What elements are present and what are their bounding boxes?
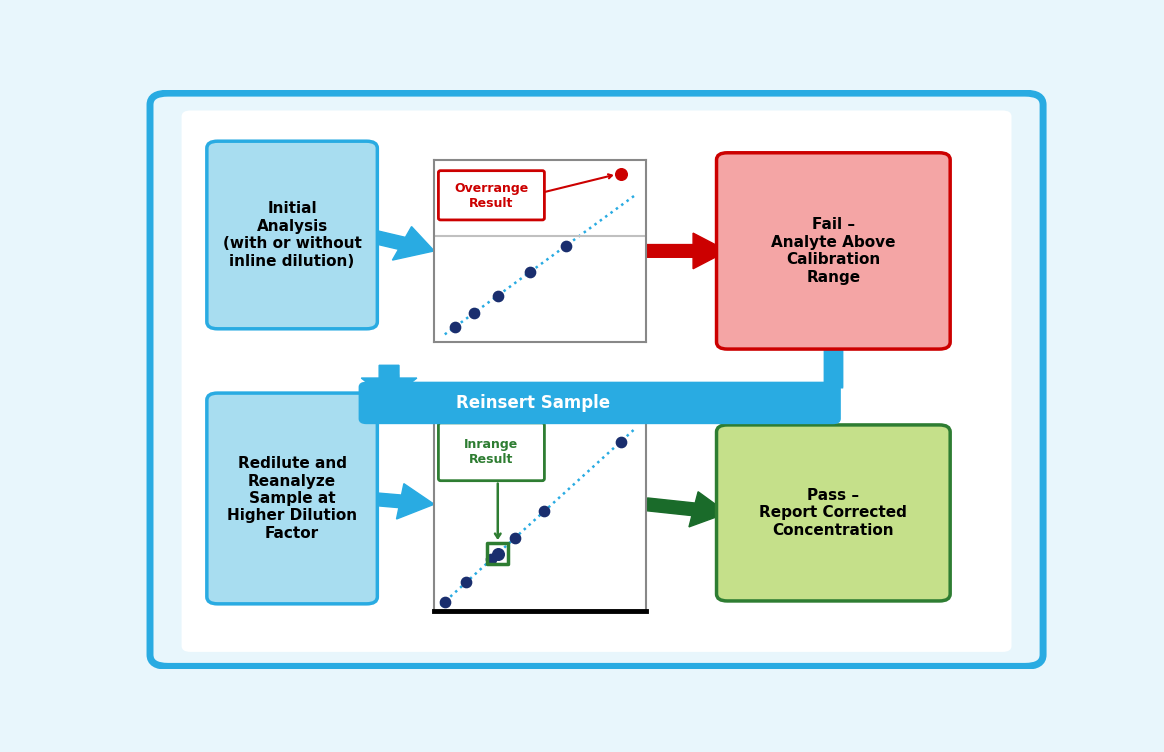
Text: Pass –
Report Corrected
Concentration: Pass – Report Corrected Concentration	[759, 488, 907, 538]
FancyArrow shape	[363, 226, 434, 260]
FancyArrow shape	[645, 492, 728, 527]
FancyBboxPatch shape	[182, 111, 1012, 652]
FancyArrow shape	[646, 233, 728, 268]
FancyBboxPatch shape	[150, 93, 1043, 666]
Text: Redilute and
Reanalyze
Sample at
Higher Dilution
Factor: Redilute and Reanalyze Sample at Higher …	[227, 456, 357, 541]
FancyArrow shape	[365, 484, 434, 519]
FancyBboxPatch shape	[207, 393, 377, 604]
Text: Reinsert Sample: Reinsert Sample	[456, 394, 610, 412]
FancyBboxPatch shape	[717, 153, 950, 349]
FancyBboxPatch shape	[360, 382, 840, 423]
Text: Initial
Analysis
(with or without
inline dilution): Initial Analysis (with or without inline…	[222, 202, 362, 268]
Text: Fail –
Analyte Above
Calibration
Range: Fail – Analyte Above Calibration Range	[771, 217, 895, 284]
FancyBboxPatch shape	[717, 425, 950, 601]
FancyArrow shape	[361, 365, 417, 400]
FancyBboxPatch shape	[207, 141, 377, 329]
